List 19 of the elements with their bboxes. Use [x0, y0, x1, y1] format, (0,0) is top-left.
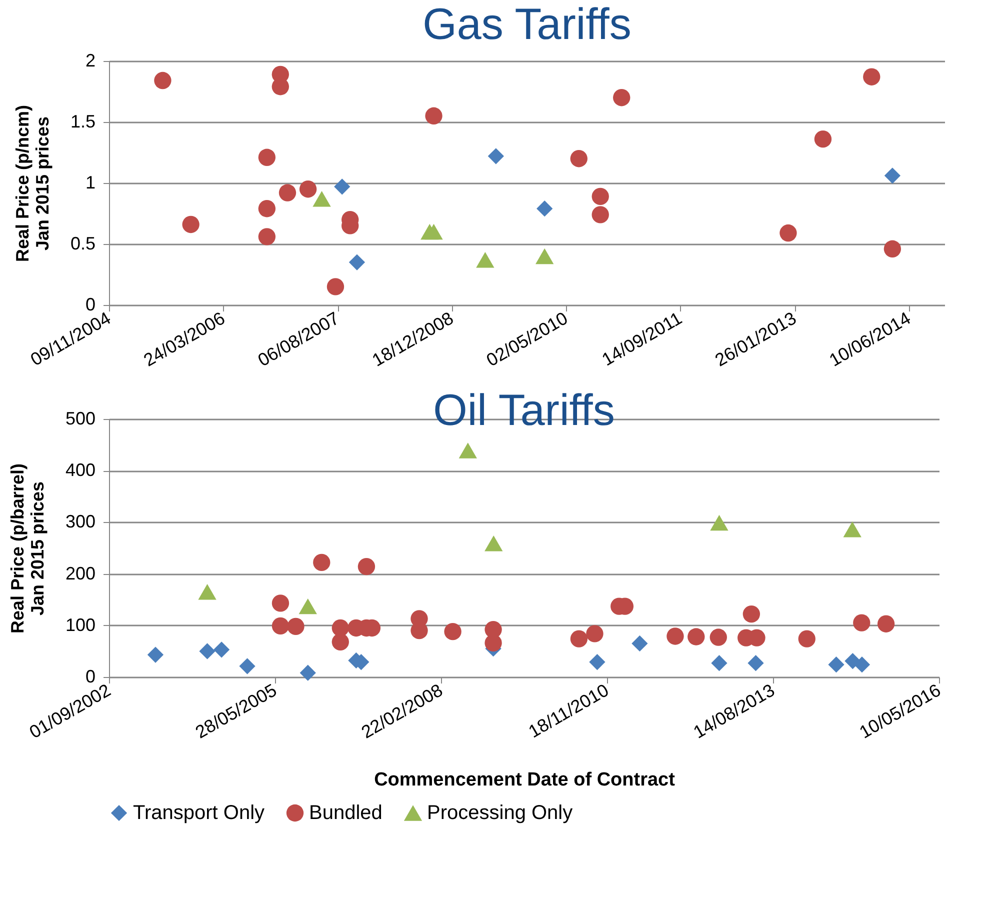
y-tick-label: 1.5	[70, 112, 96, 132]
y-tick-label: 200	[65, 563, 96, 584]
legend-label: Processing Only	[427, 802, 573, 824]
y-tick-label: 2	[85, 50, 96, 70]
chart-title: Oil Tariffs	[433, 386, 615, 435]
x-axis-title: Commencement Date of Contract	[374, 769, 676, 790]
chart-title: Gas Tariffs	[422, 0, 632, 49]
y-tick-label: 0	[85, 294, 96, 314]
y-axis-title: Real Price (p/barrel) Jan 2015 prices	[7, 463, 48, 634]
y-tick-label: 0.5	[70, 234, 96, 254]
y-axis-title: Real Price (p/ncm) Jan 2015 prices	[12, 104, 52, 262]
y-tick-label: 100	[65, 614, 96, 635]
y-tick-label: 400	[65, 460, 96, 480]
legend-label: Transport Only	[133, 802, 265, 824]
y-tick-label: 1	[85, 172, 96, 192]
y-tick-label: 300	[65, 512, 96, 532]
y-tick-label: 0	[85, 666, 96, 686]
legend-label: Bundled	[309, 802, 382, 824]
y-tick-label: 500	[65, 408, 96, 428]
